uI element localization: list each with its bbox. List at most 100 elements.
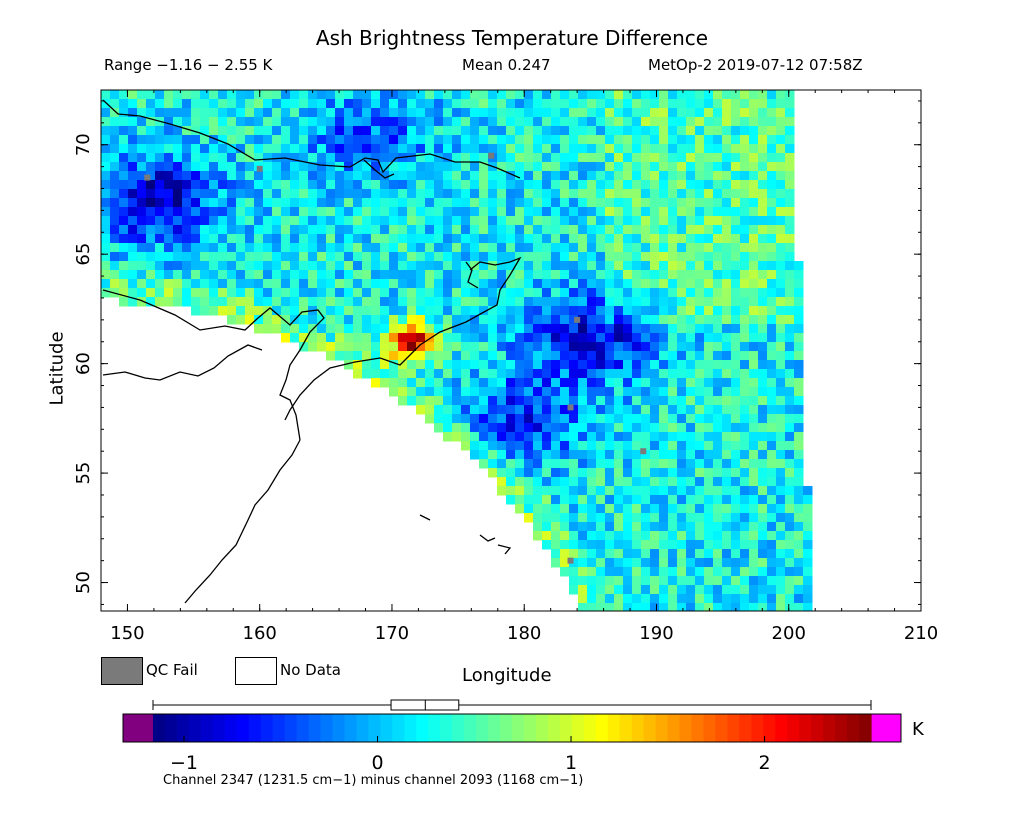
data-cell bbox=[578, 549, 588, 559]
data-cell bbox=[344, 108, 354, 118]
data-cell bbox=[308, 207, 318, 217]
data-cell bbox=[596, 270, 606, 280]
data-cell bbox=[470, 414, 480, 424]
data-cell bbox=[749, 252, 759, 262]
data-cell bbox=[434, 297, 444, 307]
data-cell bbox=[227, 279, 237, 289]
data-cell bbox=[380, 297, 390, 307]
data-cell bbox=[686, 90, 696, 100]
data-cell bbox=[515, 405, 525, 415]
data-cell bbox=[767, 261, 777, 271]
data-cell bbox=[380, 288, 390, 298]
data-cell bbox=[173, 144, 183, 154]
data-cell bbox=[776, 603, 786, 611]
data-cell bbox=[695, 306, 705, 316]
data-cell bbox=[560, 180, 570, 190]
data-cell bbox=[650, 360, 660, 370]
data-cell bbox=[263, 135, 273, 145]
data-cell bbox=[758, 594, 768, 604]
data-cell bbox=[740, 90, 750, 100]
data-cell bbox=[650, 261, 660, 271]
data-cell bbox=[416, 261, 426, 271]
data-cell bbox=[749, 117, 759, 127]
data-cell bbox=[290, 198, 300, 208]
data-cell bbox=[668, 234, 678, 244]
data-cell bbox=[677, 99, 687, 109]
data-cell bbox=[263, 315, 273, 325]
data-cell bbox=[785, 144, 795, 154]
data-cell bbox=[713, 603, 723, 611]
data-cell bbox=[668, 576, 678, 586]
data-cell bbox=[128, 234, 138, 244]
data-cell bbox=[155, 126, 165, 136]
data-cell bbox=[119, 243, 129, 253]
data-cell bbox=[452, 90, 462, 100]
data-cell bbox=[641, 126, 651, 136]
data-cell bbox=[461, 414, 471, 424]
data-cell bbox=[110, 171, 120, 181]
data-cell bbox=[605, 378, 615, 388]
data-cell bbox=[758, 225, 768, 235]
data-cell bbox=[749, 486, 759, 496]
data-cell bbox=[245, 252, 255, 262]
data-cell bbox=[614, 522, 624, 532]
data-cell bbox=[353, 360, 363, 370]
data-cell bbox=[641, 270, 651, 280]
data-cell bbox=[281, 252, 291, 262]
data-cell bbox=[722, 261, 732, 271]
data-cell bbox=[155, 225, 165, 235]
data-cell bbox=[677, 108, 687, 118]
data-cell bbox=[362, 360, 372, 370]
data-cell bbox=[587, 351, 597, 361]
data-cell bbox=[137, 270, 147, 280]
data-cell bbox=[542, 387, 552, 397]
data-cell bbox=[551, 522, 561, 532]
data-cell bbox=[695, 594, 705, 604]
data-cell bbox=[542, 531, 552, 541]
data-cell bbox=[740, 225, 750, 235]
data-cell bbox=[605, 135, 615, 145]
data-cell bbox=[659, 486, 669, 496]
data-cell bbox=[326, 189, 336, 199]
data-cell bbox=[587, 126, 597, 136]
data-cell bbox=[641, 306, 651, 316]
data-cell bbox=[173, 261, 183, 271]
data-cell bbox=[794, 342, 804, 352]
data-cell bbox=[776, 135, 786, 145]
data-cell bbox=[578, 495, 588, 505]
data-cell bbox=[704, 225, 714, 235]
data-cell bbox=[713, 387, 723, 397]
data-cell bbox=[209, 288, 219, 298]
data-cell bbox=[641, 315, 651, 325]
data-cell bbox=[722, 180, 732, 190]
data-cell bbox=[362, 144, 372, 154]
data-cell bbox=[596, 477, 606, 487]
data-cell bbox=[281, 270, 291, 280]
data-cell bbox=[119, 117, 129, 127]
data-cell bbox=[272, 135, 282, 145]
data-cell bbox=[767, 504, 777, 514]
data-cell bbox=[677, 126, 687, 136]
data-cell bbox=[173, 279, 183, 289]
data-cell bbox=[416, 351, 426, 361]
data-cell bbox=[605, 486, 615, 496]
data-cell bbox=[173, 207, 183, 217]
colorbar-segment bbox=[571, 714, 585, 742]
data-cell bbox=[686, 378, 696, 388]
data-cell bbox=[659, 468, 669, 478]
data-cell bbox=[551, 423, 561, 433]
data-cell bbox=[407, 270, 417, 280]
data-cell bbox=[389, 234, 399, 244]
data-cell bbox=[524, 279, 534, 289]
data-cell bbox=[695, 162, 705, 172]
data-cell bbox=[785, 441, 795, 451]
data-cell bbox=[119, 153, 129, 163]
data-cell bbox=[488, 432, 498, 442]
data-cell bbox=[335, 207, 345, 217]
data-cell bbox=[695, 288, 705, 298]
data-cell bbox=[200, 270, 210, 280]
data-cell bbox=[272, 126, 282, 136]
data-cell bbox=[587, 585, 597, 595]
data-cell bbox=[488, 369, 498, 379]
data-cell bbox=[524, 189, 534, 199]
